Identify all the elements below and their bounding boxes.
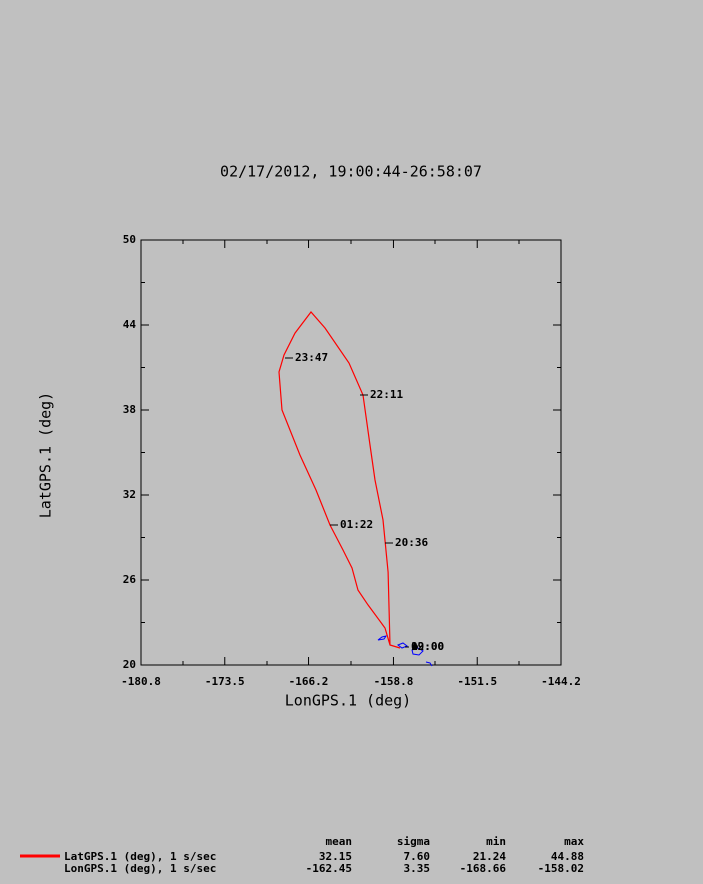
y-tick-label: 20 [123, 658, 136, 671]
plot-frame [140, 239, 562, 666]
end-marker [412, 644, 418, 650]
annotation: 22:11 [370, 388, 403, 401]
stats-cell: -162.45 [306, 862, 352, 875]
annotation: 02:00 [411, 640, 444, 653]
x-tick-label: -158.8 [374, 675, 414, 688]
stats-cell: 32.15 [319, 850, 352, 863]
y-tick-label: 32 [123, 488, 136, 501]
stats-header: min [486, 835, 506, 848]
stats-cell: 7.60 [404, 850, 431, 863]
annotation: 23:47 [295, 351, 328, 364]
stats-cell: 44.88 [551, 850, 584, 863]
stats-header: max [564, 835, 584, 848]
x-tick-label: -166.2 [289, 675, 329, 688]
track-line [278, 311, 401, 649]
annotation: 19:00 [411, 640, 444, 653]
x-axis-label: LonGPS.1 (deg) [285, 692, 411, 710]
stats-cell: 3.35 [404, 862, 431, 875]
legend-label: LatGPS.1 (deg), 1 s/sec [64, 850, 216, 863]
annotation: 20:36 [395, 536, 428, 549]
chart-title: 02/17/2012, 19:00:44-26:58:07 [220, 163, 482, 181]
legend-label: LonGPS.1 (deg), 1 s/sec [64, 862, 216, 875]
annotation: 01:22 [340, 518, 373, 531]
y-tick-label: 26 [123, 573, 137, 586]
stats-header: mean [326, 835, 353, 848]
y-tick-label: 50 [123, 233, 136, 246]
x-tick-label: -173.5 [205, 675, 245, 688]
stats-cell: 21.24 [473, 850, 506, 863]
stats-cell: -158.02 [538, 862, 584, 875]
stats-header: sigma [397, 835, 430, 848]
x-tick-label: -180.8 [121, 675, 161, 688]
x-tick-label: -144.2 [541, 675, 581, 688]
y-tick-label: 38 [123, 403, 136, 416]
y-tick-label: 44 [123, 318, 137, 331]
stats-cell: -168.66 [460, 862, 507, 875]
y-axis-label: LatGPS.1 (deg) [37, 392, 55, 518]
x-tick-label: -151.5 [457, 675, 497, 688]
